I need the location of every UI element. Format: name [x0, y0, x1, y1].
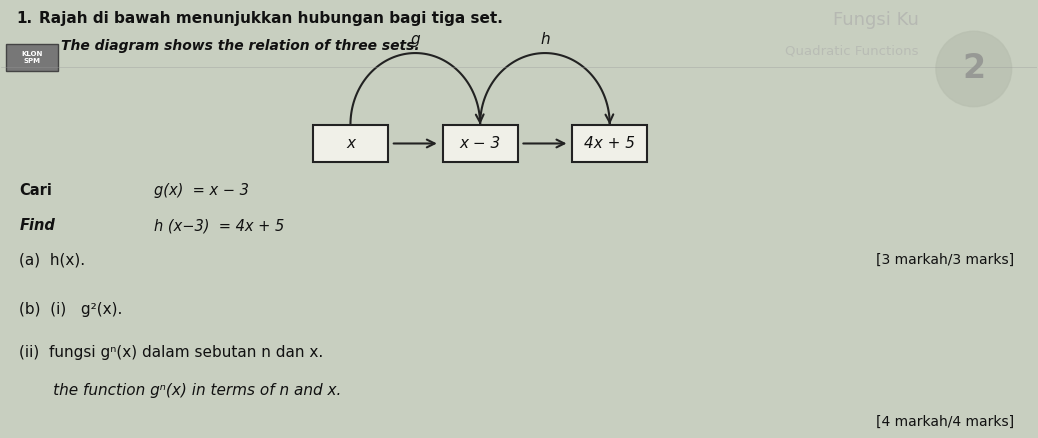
Text: [4 markah/4 marks]: [4 markah/4 marks]	[875, 415, 1014, 429]
Text: Quadratic Functions: Quadratic Functions	[786, 44, 919, 57]
Text: h (x−3)  = 4x + 5: h (x−3) = 4x + 5	[154, 218, 284, 233]
Text: Find: Find	[20, 218, 55, 233]
Text: 4x + 5: 4x + 5	[584, 136, 635, 151]
Text: 2: 2	[962, 53, 985, 85]
Bar	[313, 124, 388, 162]
Text: The diagram shows the relation of three sets.: The diagram shows the relation of three …	[61, 39, 419, 53]
Text: [3 markah/3 marks]: [3 markah/3 marks]	[875, 253, 1014, 267]
Text: KLON
SPM: KLON SPM	[22, 51, 43, 64]
Text: x − 3: x − 3	[460, 136, 500, 151]
Text: g(x)  = x − 3: g(x) = x − 3	[154, 183, 249, 198]
Text: Rajah di bawah menunjukkan hubungan bagi tiga set.: Rajah di bawah menunjukkan hubungan bagi…	[39, 11, 503, 26]
Text: Fungsi Ku: Fungsi Ku	[834, 11, 919, 29]
Bar	[442, 124, 518, 162]
Text: the function gⁿ(x) in terms of n and x.: the function gⁿ(x) in terms of n and x.	[20, 383, 342, 398]
Text: Cari: Cari	[20, 183, 52, 198]
Bar	[572, 124, 647, 162]
Circle shape	[936, 31, 1012, 107]
Text: (b)  (i)   g²(x).: (b) (i) g²(x).	[20, 303, 122, 318]
Text: g: g	[410, 32, 420, 47]
Text: (ii)  fungsi gⁿ(x) dalam sebutan n dan x.: (ii) fungsi gⁿ(x) dalam sebutan n dan x.	[20, 345, 324, 360]
Text: h: h	[540, 32, 550, 47]
Bar	[6, 44, 58, 71]
Text: x: x	[346, 136, 355, 151]
Text: (a)  h(x).: (a) h(x).	[20, 253, 85, 268]
Text: 1.: 1.	[17, 11, 32, 26]
